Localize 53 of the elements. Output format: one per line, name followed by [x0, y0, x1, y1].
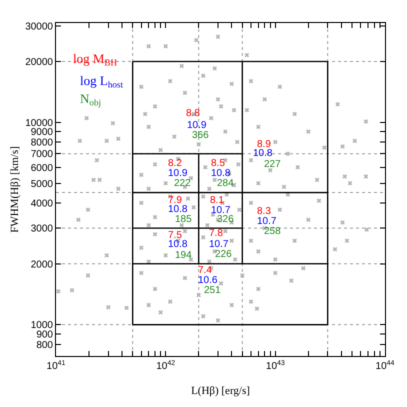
annotation: 8.2 — [168, 158, 182, 169]
annotation: log M$_{BH}$ — [73, 51, 118, 68]
y-tick-label: 900 — [36, 329, 54, 340]
y-tick-label: 30000 — [25, 21, 54, 32]
x-tick-label: 10$^{44}$ — [376, 360, 395, 372]
y-tick-label: 4000 — [30, 198, 54, 210]
annotation: 10.8 — [168, 204, 188, 215]
annotation: 10.8 — [253, 148, 273, 159]
annotation: 10.8 — [211, 168, 231, 179]
x-axis-title: L(Hβ) [erg/s] — [191, 385, 250, 398]
annotation: 7.5 — [168, 230, 182, 241]
annotation: 222 — [174, 178, 192, 189]
annotation: 10.7 — [211, 205, 231, 216]
y-tick-label: 7000 — [30, 149, 54, 160]
y-tick-label: 1000 — [30, 320, 54, 332]
x-tick-label: 10$^{41}$ — [46, 360, 66, 372]
x-tick-label: 10$^{43}$ — [266, 360, 285, 372]
annotation: 194 — [175, 250, 192, 261]
annotation: 10.8 — [168, 239, 188, 250]
annotation: 8.8 — [186, 108, 200, 119]
annotation: 7.4 — [198, 265, 212, 276]
y-tick-label: 6000 — [30, 162, 54, 174]
y-axis-title: FWHM(Hβ) [km/s] — [8, 146, 21, 233]
annotation: 366 — [192, 130, 210, 141]
y-tick-label: 2000 — [30, 259, 54, 270]
y-tick-label: 20000 — [25, 57, 54, 68]
y-tick-label: 5000 — [30, 178, 54, 190]
annotation: 7.8 — [209, 228, 224, 239]
annotation: 7.9 — [168, 195, 182, 206]
annotation: 251 — [204, 285, 222, 296]
annotation: 10.7 — [257, 216, 277, 227]
annotation: 10.9 — [168, 168, 188, 179]
annotation: 258 — [264, 226, 282, 237]
y-tick-label: 9000 — [30, 127, 54, 138]
y-tick-label: 3000 — [30, 224, 54, 235]
annotation: 10.9 — [187, 120, 207, 131]
annotation: 8.9 — [257, 139, 272, 150]
annotation: 8.1 — [210, 195, 224, 206]
annotation: N$_{obj}$ — [80, 91, 102, 108]
annotation: 10.7 — [209, 239, 229, 250]
annotation: 226 — [215, 249, 232, 260]
annotation: 284 — [217, 178, 234, 189]
annotation: 227 — [264, 159, 282, 170]
y-tick-label: 800 — [36, 340, 54, 351]
x-tick-label: 10$^{42}$ — [156, 360, 176, 372]
annotation: 185 — [175, 214, 192, 225]
y-tick-label: 8000 — [30, 137, 54, 148]
annotation: 8.5 — [211, 158, 226, 169]
y-tick-label: 10000 — [25, 118, 54, 129]
annotation: 326 — [217, 214, 234, 225]
annotation: 10.6 — [198, 275, 218, 286]
annotation: log L$_{host}$ — [80, 73, 124, 90]
annotation: 8.3 — [257, 206, 272, 217]
